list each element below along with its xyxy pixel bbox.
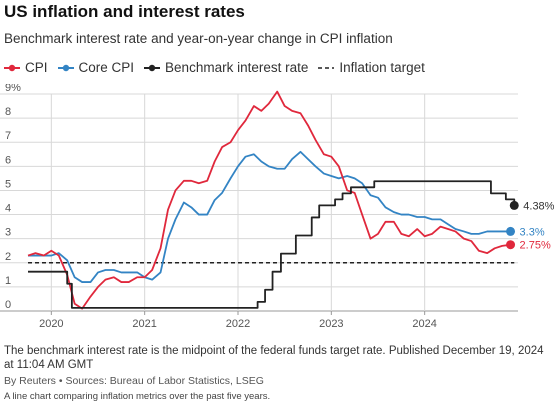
end-marker-core-cpi (506, 226, 516, 236)
series-line-benchmark (28, 180, 516, 309)
legend-item-target: Inflation target (318, 60, 425, 75)
legend-swatch-target (318, 66, 335, 69)
y-tick-label: 0 (5, 299, 11, 311)
chart-title: US inflation and interest rates (4, 2, 245, 21)
y-tick-label: 2 (5, 251, 11, 263)
series-line-cpi (27, 90, 511, 310)
x-tick-label: 2021 (132, 318, 156, 330)
line-chart: 0 1 2 3 4 5 6 7 8 9% 2020 2021 2022 2023 2024 4.38% 3.… (0, 84, 554, 330)
source-line: By Reuters • Sources: Bureau of Labor St… (4, 375, 264, 387)
end-label-core-cpi: 3.3% (520, 226, 545, 238)
x-tick-label: 2024 (412, 318, 436, 330)
legend-item-cpi: CPI (4, 60, 48, 75)
y-tick-label: 4 (5, 203, 11, 215)
x-axis-ticks: 2020 2021 2022 2023 2024 (39, 318, 437, 330)
y-tick-label: 3 (5, 227, 11, 239)
footnote: The benchmark interest rate is the midpo… (4, 345, 544, 371)
end-labels: 4.38% 3.3% 2.75% (506, 200, 554, 252)
legend-label-benchmark: Benchmark interest rate (165, 60, 309, 75)
y-tick-label: 9% (5, 84, 21, 94)
y-tick-label: 8 (5, 106, 11, 118)
legend-swatch-benchmark (144, 64, 161, 71)
legend-label-cpi: CPI (25, 60, 48, 75)
legend-swatch-core-cpi (57, 64, 74, 71)
chart-subtitle: Benchmark interest rate and year-on-year… (4, 31, 393, 46)
end-marker-cpi (506, 240, 516, 250)
chart-legend: CPI Core CPI Benchmark interest rate Inf… (4, 60, 435, 75)
legend-label-target: Inflation target (339, 60, 425, 75)
legend-item-core-cpi: Core CPI (57, 60, 135, 75)
y-axis-ticks: 0 1 2 3 4 5 6 7 8 9% (5, 84, 21, 311)
alt-text: A line chart comparing inflation metrics… (4, 391, 271, 402)
x-tick-label: 2022 (226, 318, 250, 330)
legend-swatch-cpi (4, 64, 20, 71)
legend-item-benchmark: Benchmark interest rate (144, 60, 308, 75)
y-tick-label: 5 (5, 178, 11, 190)
grid-lines (0, 93, 518, 315)
y-tick-label: 7 (5, 130, 11, 142)
end-label-benchmark: 4.38% (523, 200, 554, 212)
series-lines (27, 90, 516, 310)
series-line-core-cpi (28, 150, 511, 283)
x-tick-label: 2020 (39, 318, 63, 330)
end-label-cpi: 2.75% (520, 240, 551, 252)
x-tick-label: 2023 (319, 318, 343, 330)
end-marker-benchmark (509, 200, 519, 210)
legend-label-core-cpi: Core CPI (78, 60, 135, 75)
y-tick-label: 6 (5, 154, 11, 166)
y-tick-label: 1 (5, 275, 11, 287)
